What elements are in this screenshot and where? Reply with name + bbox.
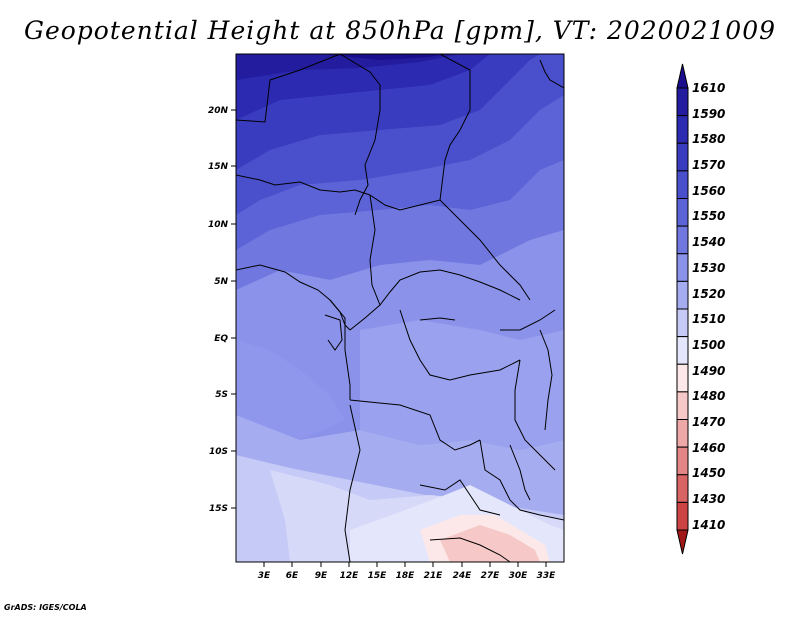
lon-label: 6E <box>286 571 299 581</box>
colorbar-segment <box>676 363 689 393</box>
colorbar-label: 1410 <box>692 518 725 532</box>
lon-label: 9E <box>315 571 328 581</box>
colorbar-segment <box>676 336 689 365</box>
colorbar-segment <box>676 501 689 531</box>
colorbar-label: 1580 <box>692 132 725 146</box>
colorbar-segment <box>676 115 689 144</box>
colorbar-label: 1460 <box>692 441 725 455</box>
map-title: Geopotential Height at 850hPa [gpm], VT:… <box>23 16 777 45</box>
lon-label: 21E <box>424 571 444 581</box>
colorbar-label: 1570 <box>692 158 725 172</box>
colorbar-segment <box>676 474 689 503</box>
colorbar-label: 1450 <box>692 466 725 480</box>
country-borders <box>236 54 564 562</box>
lon-label: 30E <box>509 571 529 581</box>
colorbar-label: 1430 <box>692 492 725 506</box>
colorbar-segment <box>676 391 689 420</box>
lat-label: 20N <box>208 106 229 116</box>
colorbar-segment <box>676 446 689 476</box>
lon-label: 3E <box>258 571 271 581</box>
colorbar-segment <box>676 253 689 282</box>
colorbar-segment <box>676 419 689 448</box>
lon-label: 12E <box>340 571 360 581</box>
colorbar-arrow-top <box>676 63 689 89</box>
lon-label: 33E <box>537 571 557 581</box>
colorbar-segments <box>676 63 689 555</box>
colorbar-segment <box>676 87 689 117</box>
colorbar-label: 1590 <box>692 107 725 121</box>
colorbar-label: 1550 <box>692 209 725 223</box>
colorbar-label: 1480 <box>692 389 725 403</box>
colorbar-label: 1510 <box>692 312 725 326</box>
colorbar: 1610 1590 1580 1570 1560 1550 1540 1530 … <box>676 63 725 555</box>
lat-label: EQ <box>214 334 228 344</box>
lon-label: 27E <box>481 571 501 581</box>
colorbar-segment <box>676 280 689 310</box>
map-frame <box>235 53 565 563</box>
height-field <box>236 54 564 562</box>
colorbar-arrow-bottom <box>676 529 689 555</box>
colorbar-label: 1490 <box>692 364 725 378</box>
lon-label: 24E <box>453 571 473 581</box>
colorbar-segment <box>676 170 689 199</box>
lon-label: 18E <box>396 571 416 581</box>
colorbar-label: 1470 <box>692 415 725 429</box>
colorbar-segment <box>676 225 689 255</box>
grads-credit: GrADS: IGES/COLA <box>4 603 87 612</box>
lon-label: 15E <box>368 571 388 581</box>
lat-label: 15N <box>208 162 229 172</box>
longitude-axis: 3E 6E 9E 12E 15E 18E 21E 24E 27E 30E 33E <box>258 562 556 581</box>
lat-label: 10S <box>209 447 228 457</box>
colorbar-segment <box>676 142 689 172</box>
colorbar-label: 1530 <box>692 261 725 275</box>
colorbar-segment <box>676 308 689 338</box>
lat-label: 5S <box>215 390 228 400</box>
colorbar-label: 1540 <box>692 235 725 249</box>
lat-label: 5N <box>214 277 228 287</box>
colorbar-label: 1610 <box>692 81 725 95</box>
colorbar-label: 1560 <box>692 184 725 198</box>
colorbar-label: 1520 <box>692 287 725 301</box>
lat-label: 15S <box>209 504 228 514</box>
colorbar-segment <box>676 198 689 227</box>
colorbar-label: 1500 <box>692 338 725 352</box>
colorbar-labels: 1610 1590 1580 1570 1560 1550 1540 1530 … <box>692 81 725 532</box>
lat-label: 10N <box>208 220 229 230</box>
latitude-axis: 20N 15N 10N 5N EQ 5S 10S 15S <box>208 106 236 514</box>
